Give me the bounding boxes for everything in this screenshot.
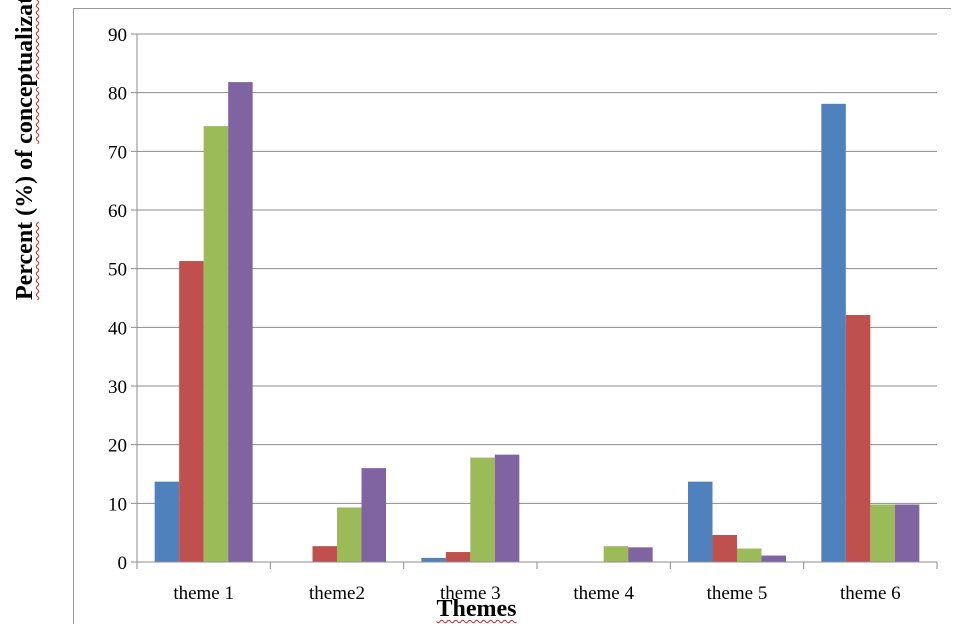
bars — [154, 82, 920, 563]
bar — [470, 457, 495, 562]
bar — [628, 547, 653, 562]
y-tick-label: 30 — [108, 377, 127, 398]
y-tick-label: 80 — [108, 84, 127, 105]
bar — [845, 315, 871, 562]
bar — [494, 454, 520, 562]
bar — [894, 504, 920, 562]
bar — [445, 552, 471, 562]
y-tick-label: 40 — [108, 318, 127, 339]
y-tick-label: 70 — [108, 142, 127, 163]
bar — [761, 555, 786, 562]
bar — [603, 546, 629, 562]
y-tick-label: 50 — [108, 260, 127, 281]
x-axis-label: Themes — [436, 596, 517, 622]
x-tick-label: theme 4 — [573, 583, 634, 604]
x-tick-label: theme 6 — [840, 583, 901, 604]
x-tick-label: theme 3 — [440, 583, 501, 604]
y-tick-label: 20 — [108, 436, 127, 457]
bar — [361, 468, 386, 562]
y-tick-label: 0 — [118, 553, 128, 574]
gridlines — [131, 33, 937, 563]
y-tick-labels: 0 10 20 30 40 50 60 70 80 90 — [108, 25, 127, 574]
bar — [712, 535, 737, 562]
bar — [337, 507, 362, 562]
bar — [688, 481, 713, 562]
bar — [312, 546, 337, 562]
chart-frame — [73, 8, 951, 624]
y-tick-label: 90 — [108, 25, 127, 46]
bar — [870, 504, 895, 562]
x-tick-labels: theme 1 theme2 theme 3 theme 4 theme 5 theme … — [173, 583, 900, 604]
y-tick-label: 60 — [108, 201, 127, 222]
bar — [737, 548, 762, 562]
y-tick-label: 10 — [108, 494, 127, 515]
axes — [136, 34, 938, 569]
bar — [228, 82, 253, 563]
x-tick-label: theme2 — [309, 583, 365, 604]
bar — [154, 481, 180, 562]
x-tick-label: theme 1 — [173, 583, 234, 604]
x-tick-label: theme 5 — [707, 583, 768, 604]
bar — [179, 261, 204, 562]
bar — [421, 557, 446, 562]
bar — [203, 126, 229, 563]
bar — [821, 103, 846, 563]
x-axis-label-container: Themes — [0, 596, 953, 623]
